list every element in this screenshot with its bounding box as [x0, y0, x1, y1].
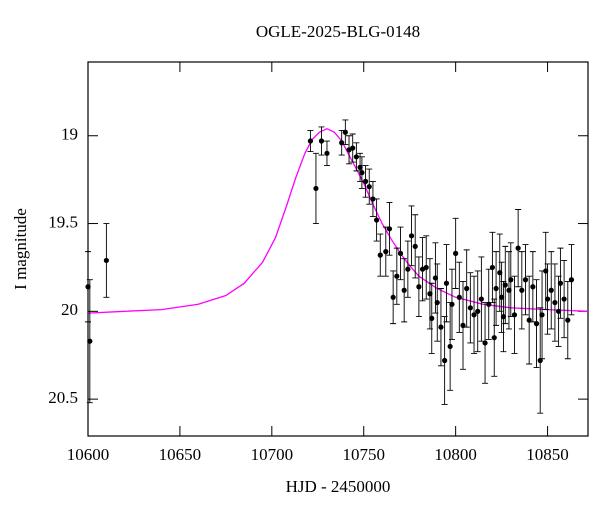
data-point	[401, 287, 407, 293]
data-point	[500, 314, 507, 320]
data-point	[456, 294, 462, 300]
data-point	[390, 294, 396, 300]
model-curve	[87, 127, 589, 314]
y-tick-label: 20.5	[48, 388, 78, 407]
data-point	[471, 312, 477, 318]
data-point	[486, 301, 492, 307]
data-point	[533, 321, 540, 327]
data-point	[467, 305, 473, 311]
plot-frame	[87, 61, 589, 437]
data-point	[552, 299, 558, 306]
chart-title: OGLE-2025-BLG-0148	[256, 22, 420, 41]
data-point	[544, 296, 551, 302]
data-point	[427, 291, 433, 297]
data-point	[502, 282, 508, 288]
data-point	[519, 287, 525, 293]
data-point	[557, 280, 564, 286]
data-point	[103, 257, 109, 264]
data-point	[357, 164, 363, 170]
data-point	[324, 150, 330, 156]
data-point	[526, 317, 532, 323]
data-point	[489, 264, 496, 271]
data-point	[408, 233, 415, 239]
data-point	[85, 284, 91, 290]
data-point	[453, 250, 459, 256]
data-point	[539, 312, 545, 318]
data-point	[342, 129, 348, 135]
data-point	[561, 296, 567, 302]
data-point	[530, 284, 536, 290]
data-point	[366, 184, 372, 190]
data-point	[87, 338, 93, 344]
data-point	[370, 196, 376, 202]
data-point	[508, 277, 514, 283]
data-point	[350, 145, 356, 151]
x-tick-label: 10850	[526, 445, 569, 464]
data-point	[460, 322, 466, 328]
x-tick-label: 10700	[251, 445, 294, 464]
data-point	[511, 312, 518, 318]
data-point	[506, 287, 512, 293]
data-point	[555, 308, 562, 314]
data-point	[548, 287, 554, 293]
data-point	[374, 217, 380, 223]
data-point	[434, 299, 440, 306]
data-point	[353, 154, 359, 160]
data-point	[493, 285, 499, 292]
data-point	[543, 268, 549, 274]
data-point	[478, 296, 484, 302]
data-point	[313, 185, 319, 192]
data-point	[565, 317, 571, 323]
data-point	[464, 285, 470, 292]
data-point	[359, 170, 365, 176]
data-point	[412, 243, 418, 249]
data-point	[515, 245, 521, 251]
data-point	[499, 294, 505, 300]
data-point	[438, 324, 444, 330]
x-axis-label: HJD - 2450000	[286, 477, 391, 496]
data-point	[362, 178, 369, 184]
data-point	[383, 249, 389, 255]
data-point	[339, 140, 345, 146]
data-point	[429, 315, 435, 321]
y-axis-label: I magnitude	[11, 208, 30, 290]
data-point	[568, 277, 575, 283]
data-point	[405, 266, 411, 272]
data-point	[522, 277, 529, 283]
x-tick-label: 10650	[159, 445, 202, 464]
data-point	[497, 270, 503, 276]
y-tick-label: 20	[61, 300, 78, 319]
y-tick-label: 19.5	[48, 212, 78, 231]
data-point	[443, 280, 450, 286]
data-point	[318, 138, 325, 144]
x-tick-label: 10600	[67, 445, 110, 464]
data-point	[386, 226, 393, 232]
x-tick-label: 10800	[434, 445, 477, 464]
data-point	[397, 250, 404, 256]
data-point	[394, 273, 400, 279]
data-point	[537, 357, 543, 364]
x-tick-label: 10750	[342, 445, 385, 464]
data-point	[482, 340, 488, 346]
data-point	[442, 357, 448, 364]
data-point	[447, 343, 453, 350]
y-tick-label: 19	[61, 125, 78, 144]
data-point	[449, 301, 455, 307]
data-point	[377, 252, 383, 258]
data-point	[432, 275, 439, 281]
data-point	[475, 308, 481, 314]
data-point	[491, 335, 497, 341]
data-point	[416, 284, 422, 290]
data-point	[423, 264, 429, 271]
data-point	[307, 138, 314, 144]
